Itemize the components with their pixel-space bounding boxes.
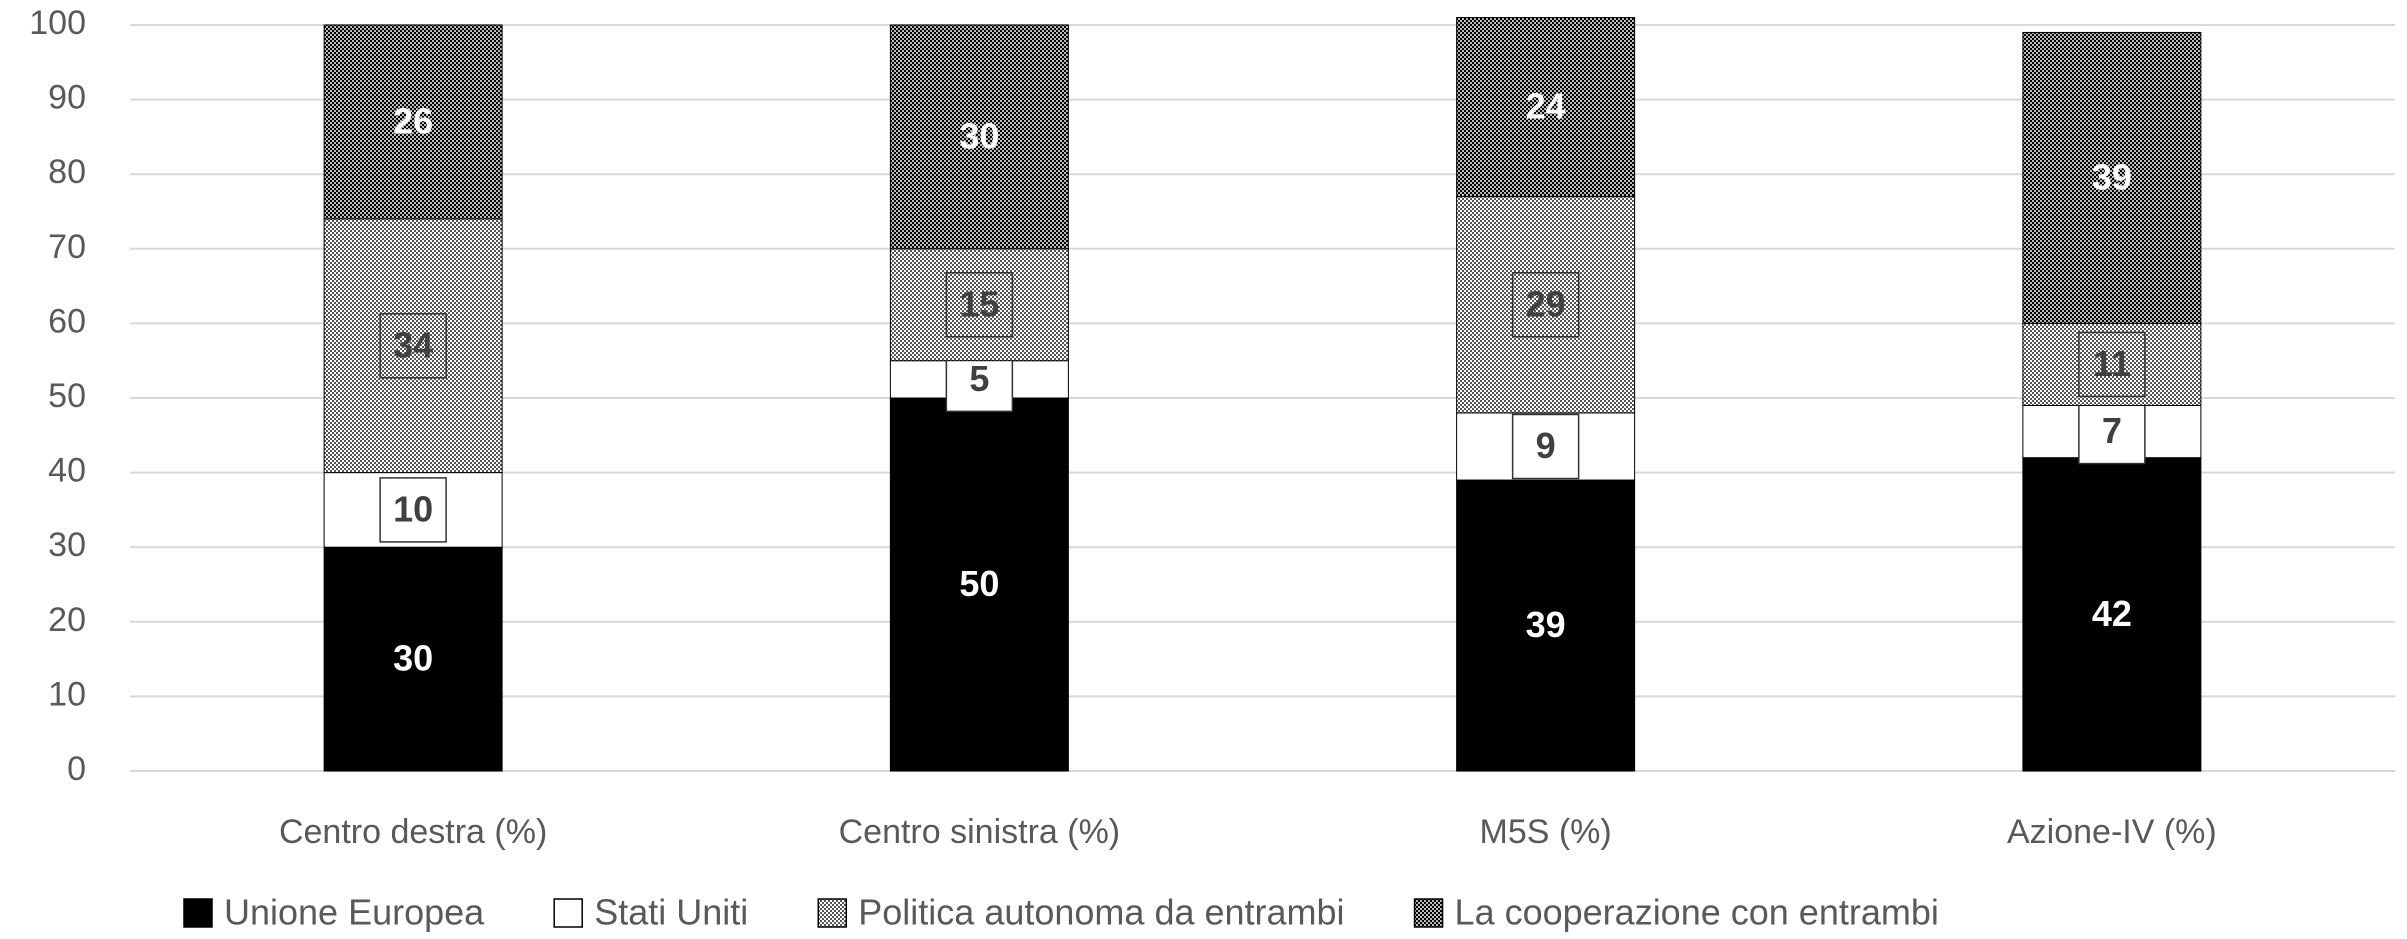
y-tick-label: 20 bbox=[48, 601, 86, 639]
y-tick-label: 40 bbox=[48, 452, 86, 490]
data-label: 24 bbox=[1526, 86, 1566, 127]
y-tick-label: 30 bbox=[48, 526, 86, 564]
bar-segment bbox=[889, 397, 1069, 772]
legend-label: Unione Europea bbox=[224, 892, 485, 933]
data-label: 50 bbox=[959, 563, 999, 604]
bar-segment bbox=[1456, 479, 1636, 772]
y-tick-label: 50 bbox=[48, 377, 86, 415]
bar-segment bbox=[2022, 457, 2202, 772]
legend-swatch bbox=[553, 898, 583, 928]
data-label: 7 bbox=[2102, 410, 2122, 451]
legend-swatch bbox=[817, 898, 848, 928]
data-label: 30 bbox=[393, 638, 433, 679]
y-tick-label: 70 bbox=[48, 228, 86, 266]
label-box bbox=[945, 272, 1014, 338]
label-box bbox=[379, 477, 447, 543]
data-label: 39 bbox=[1526, 604, 1566, 645]
y-tick-label: 80 bbox=[48, 153, 86, 191]
x-tick-label: Centro sinistra (%) bbox=[839, 813, 1121, 851]
bar-segment bbox=[323, 24, 503, 220]
data-label: 11 bbox=[2093, 343, 2131, 384]
y-tick-label: 60 bbox=[48, 302, 86, 340]
data-label: 26 bbox=[393, 100, 433, 141]
label-box bbox=[2078, 331, 2146, 398]
y-tick-label: 100 bbox=[29, 4, 86, 42]
legend-swatch bbox=[1413, 898, 1444, 928]
data-label: 39 bbox=[2092, 156, 2132, 197]
data-label: 34 bbox=[393, 324, 433, 365]
label-box bbox=[379, 313, 447, 379]
data-label: 42 bbox=[2092, 593, 2132, 634]
y-tick-label: 0 bbox=[67, 750, 86, 788]
y-tick-label: 10 bbox=[48, 675, 86, 713]
legend-swatch bbox=[183, 898, 213, 928]
legend-label: Stati Uniti bbox=[594, 892, 748, 933]
y-tick-label: 90 bbox=[48, 79, 86, 117]
data-label: 9 bbox=[1536, 425, 1556, 466]
data-label: 15 bbox=[959, 283, 999, 324]
x-tick-label: Azione-IV (%) bbox=[2007, 813, 2217, 851]
label-box bbox=[1511, 272, 1580, 338]
bar-segment bbox=[323, 546, 503, 772]
label-box bbox=[1511, 413, 1580, 480]
x-tick-label: M5S (%) bbox=[1480, 813, 1612, 851]
legend-label: La cooperazione con entrambi bbox=[1455, 892, 1939, 933]
bar-segment bbox=[2022, 31, 2202, 324]
x-tick-label: Centro destra (%) bbox=[279, 813, 547, 851]
legend-label: Politica autonoma da entrambi bbox=[858, 892, 1344, 933]
data-label: 30 bbox=[959, 115, 999, 156]
data-label: 10 bbox=[393, 488, 433, 529]
data-label: 29 bbox=[1526, 283, 1566, 324]
data-label: 5 bbox=[969, 358, 989, 399]
bar-segment bbox=[1456, 17, 1636, 198]
bar-segment bbox=[889, 24, 1069, 250]
